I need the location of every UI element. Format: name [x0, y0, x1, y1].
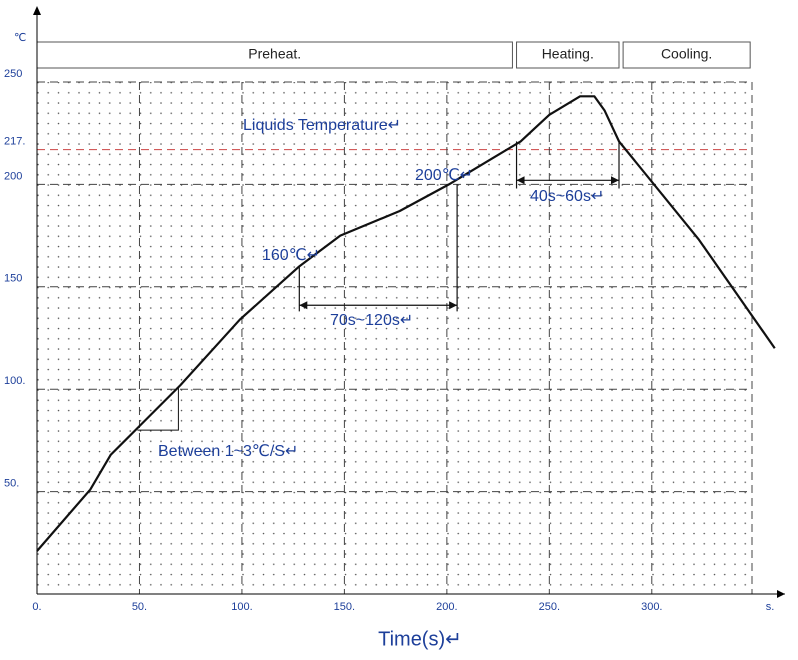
y-tick-label: 100. [4, 375, 25, 387]
y-tick-label: 200 [4, 170, 22, 182]
x-tick-label: 100. [231, 601, 252, 613]
slope-triangle [137, 387, 179, 431]
y-tick-label: 150 [4, 273, 22, 285]
profile-curve [36, 95, 776, 552]
phase-label: Heating. [542, 46, 594, 62]
annotation: 40s~60s↵ [530, 188, 604, 205]
annotation: 200℃↵ [415, 167, 473, 184]
annotation: Between 1~3℃/S↵ [158, 443, 298, 460]
x-axis-label: Time(s)↵ [378, 628, 462, 650]
annotation: Liquids Temperature↵ [243, 117, 401, 134]
y-axis-arrow [33, 6, 41, 15]
y-tick-label: 217. [4, 135, 25, 147]
x-tick-label: 150. [334, 601, 355, 613]
annotation: 70s~120s↵ [330, 312, 413, 329]
x-unit: s. [766, 601, 775, 613]
phase-label: Preheat. [248, 46, 301, 62]
x-tick-label: 200. [436, 601, 457, 613]
y-tick-label: 50. [4, 478, 19, 490]
x-tick-label: 50. [132, 601, 147, 613]
x-tick-label: 250. [539, 601, 560, 613]
phase-box [516, 41, 620, 69]
x-tick-label: 300. [641, 601, 662, 613]
phase-label: Cooling. [661, 46, 712, 62]
annotation: 160℃↵ [262, 247, 320, 264]
x-axis-arrow [777, 590, 785, 598]
phase-box [622, 41, 751, 69]
y-unit: ℃ [14, 32, 26, 44]
phase-box [36, 41, 513, 69]
dot-grid [37, 82, 752, 594]
x-tick-label: 0. [32, 601, 41, 613]
y-tick-label: 250 [4, 68, 22, 80]
